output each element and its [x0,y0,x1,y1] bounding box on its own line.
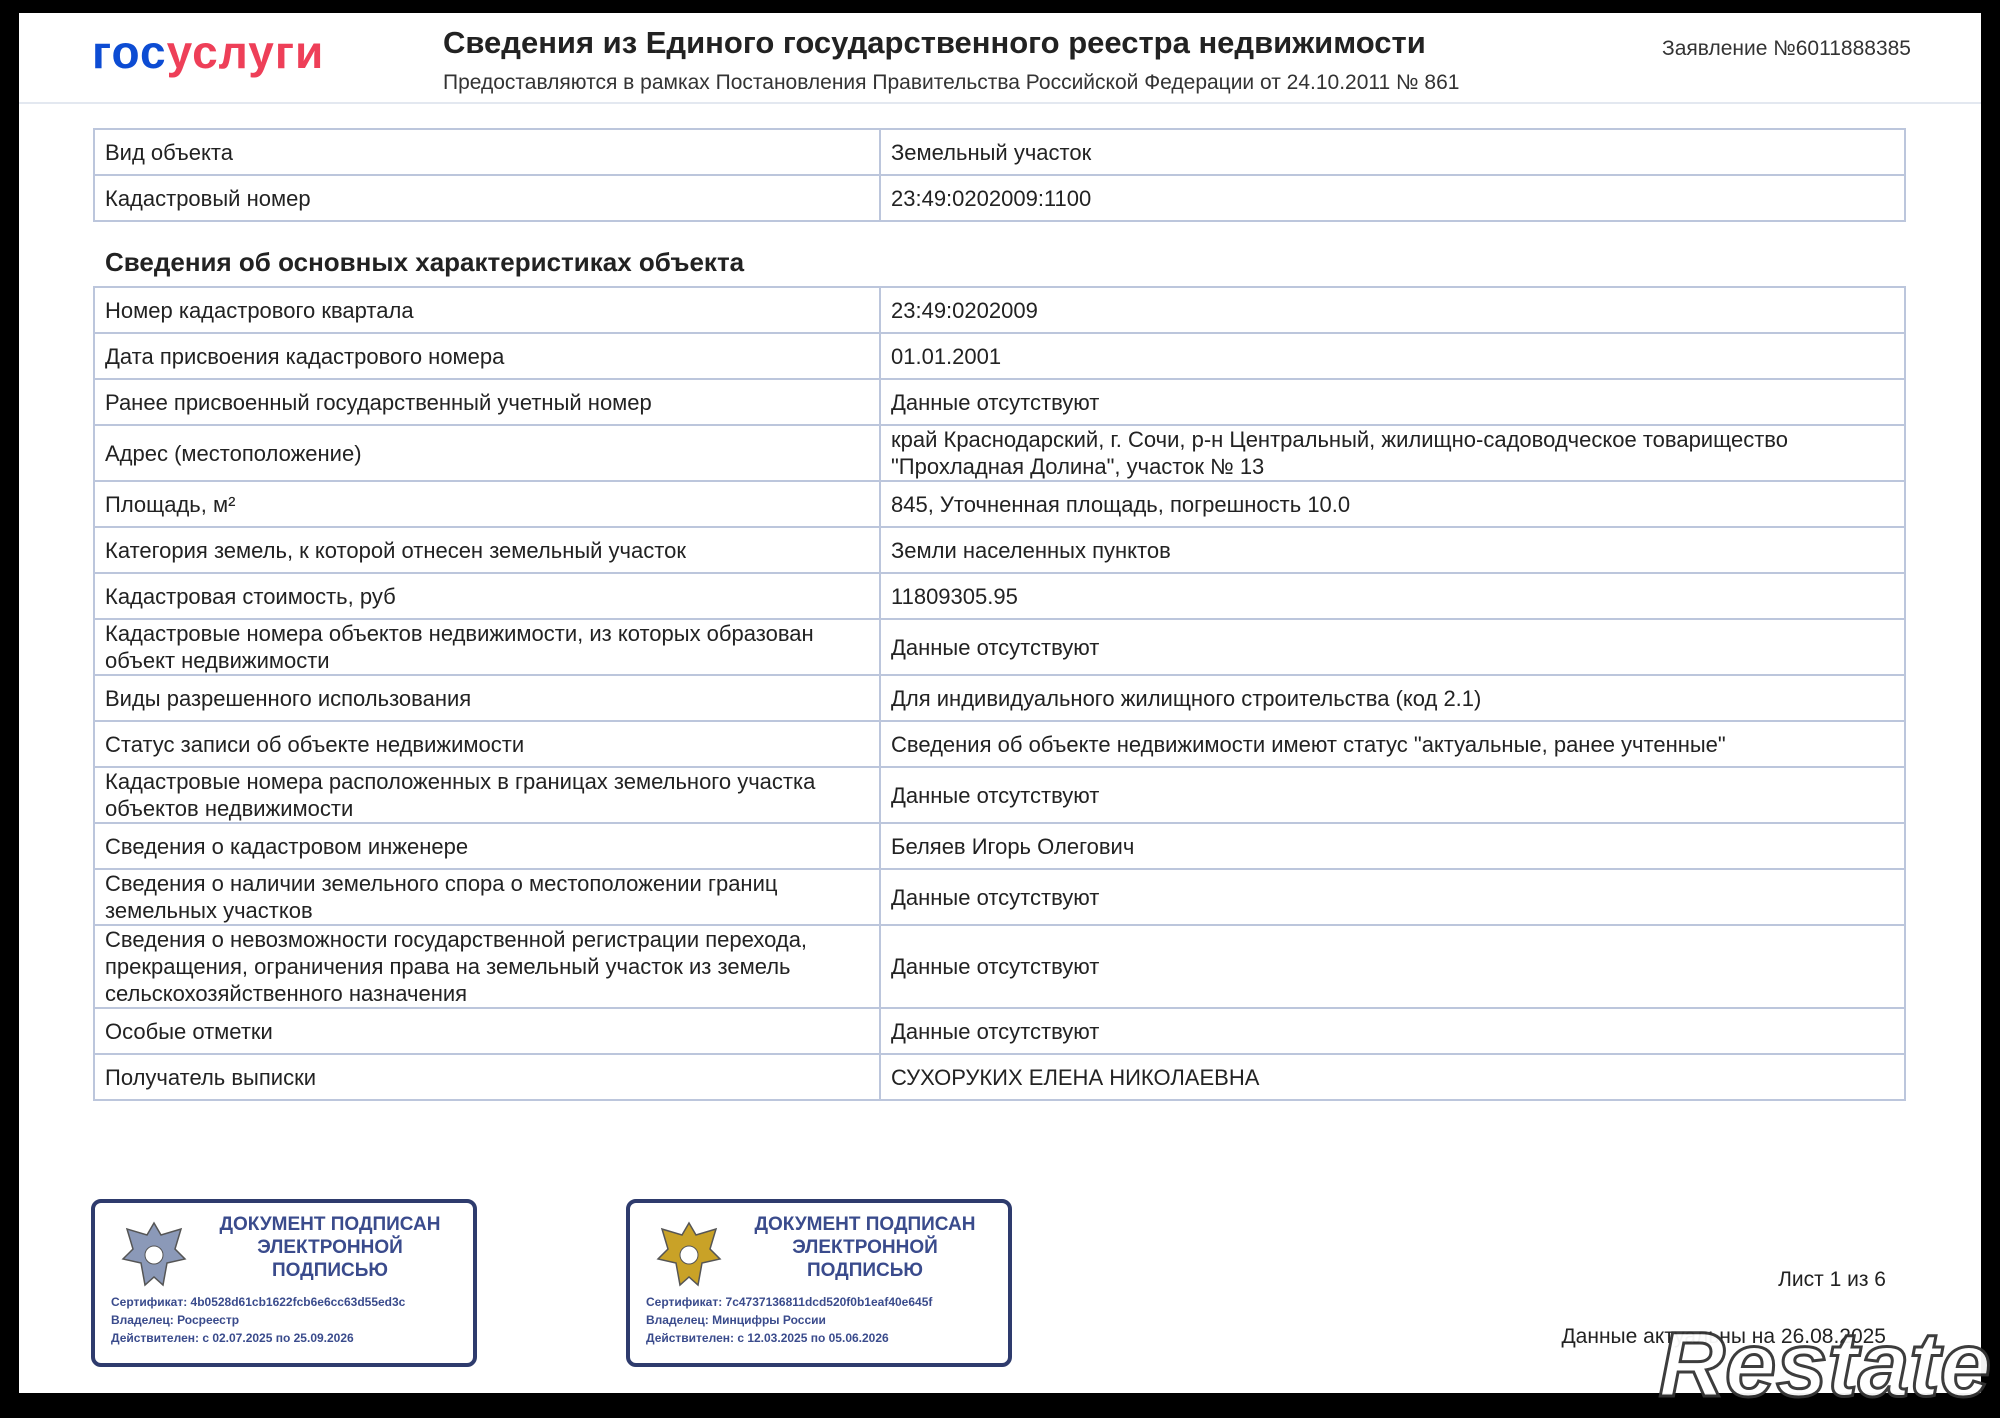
divider [19,102,1981,104]
row-value: 845, Уточненная площадь, погрешность 10.… [879,480,1906,528]
signature-stamp: ДОКУМЕНТ ПОДПИСАН ЭЛЕКТРОННОЙ ПОДПИСЬЮ Се… [91,1199,477,1367]
row-label: Сведения о кадастровом инженере [93,822,881,870]
row-label: Сведения о невозможности государственной… [93,924,881,1009]
row-label: Вид объекта [93,128,881,176]
row-value: Для индивидуального жилищного строительс… [879,674,1906,722]
table-row: Сведения о наличии земельного спора о ме… [93,868,1906,926]
table-row: Сведения о кадастровом инженере Беляев Иг… [93,822,1906,870]
stamp-valid: Действителен: с 12.03.2025 по 05.06.2026 [646,1331,889,1345]
row-value: 23:49:0202009:1100 [879,174,1906,222]
table-row: Кадастровый номер 23:49:0202009:1100 [93,174,1906,222]
table-row: Площадь, м² 845, Уточненная площадь, погр… [93,480,1906,528]
logo-part: гос [92,26,167,78]
row-value: Земли населенных пунктов [879,526,1906,574]
stamp-title: ДОКУМЕНТ ПОДПИСАН ЭЛЕКТРОННОЙ ПОДПИСЬЮ [754,1214,976,1281]
row-label: Кадастровый номер [93,174,881,222]
section-title: Сведения об основных характеристиках объ… [105,247,745,277]
row-value: 11809305.95 [879,572,1906,620]
row-label: Кадастровые номера объектов недвижимости… [93,618,881,676]
table-row: Категория земель, к которой отнесен земе… [93,526,1906,574]
row-label: Получатель выписки [93,1053,881,1101]
stamp-owner: Владелец: Минцифры России [646,1313,826,1327]
title: Сведения из Единого государственного рее… [443,25,1426,60]
row-label: Сведения о наличии земельного спора о ме… [93,868,881,926]
row-label: Кадастровые номера расположенных в грани… [93,766,881,824]
row-label: Кадастровая стоимость, руб [93,572,881,620]
row-label: Адрес (местоположение) [93,424,881,482]
table-row: Кадастровые номера объектов недвижимости… [93,618,1906,676]
row-value: 23:49:0202009 [879,286,1906,334]
row-value: Данные отсутствуют [879,618,1906,676]
row-value: Данные отсутствуют [879,766,1906,824]
row-label: Ранее присвоенный государственный учетны… [93,378,881,426]
row-value: Земельный участок [879,128,1906,176]
row-label: Особые отметки [93,1007,881,1055]
table-row: Особые отметки Данные отсутствуют [93,1007,1906,1055]
sheet-number: Лист 1 из 6 [1778,1268,1886,1291]
logo-part: услуги [166,26,325,78]
emblem [121,1221,187,1287]
table-row: Адрес (местоположение) край Краснодарский… [93,424,1906,482]
stamp-certificate: Сертификат: 4b0528d61cb1622fcb6e6cc63d55… [111,1295,406,1309]
row-label: Статус записи об объекте недвижимости [93,720,881,768]
table-row: Сведения о невозможности государственной… [93,924,1906,1009]
application-number: Заявление №6011888385 [1662,37,1911,60]
emblem [656,1221,722,1287]
row-value: Данные отсутствуют [879,924,1906,1009]
subtitle: Предоставляются в рамках Постановления П… [443,71,1460,94]
stamp-owner: Владелец: Росреестр [111,1313,240,1327]
table-row: Получатель выписки СУХОРУКИХ ЕЛЕНА НИКОЛА… [93,1053,1906,1101]
actual-date: Данные актуальны на 26.08.2025 [1561,1325,1886,1348]
table-row: Дата присвоения кадастрового номера 01.01… [93,332,1906,380]
row-value: 01.01.2001 [879,332,1906,380]
signature-stamp: ДОКУМЕНТ ПОДПИСАН ЭЛЕКТРОННОЙ ПОДПИСЬЮ Се… [626,1199,1012,1367]
table-row: Виды разрешенного использования Для индив… [93,674,1906,722]
stamp-certificate: Сертификат: 7c4737136811dcd520f0b1eaf40e… [646,1295,933,1309]
row-label: Виды разрешенного использования [93,674,881,722]
row-value: Данные отсутствуют [879,378,1906,426]
row-label: Номер кадастрового квартала [93,286,881,334]
table-row: Номер кадастрового квартала 23:49:0202009 [93,286,1906,334]
row-value: СУХОРУКИХ ЕЛЕНА НИКОЛАЕВНА [879,1053,1906,1101]
table-row: Кадастровые номера расположенных в грани… [93,766,1906,824]
object-table: Вид объекта Земельный участок Кадастровый … [93,128,1906,222]
stamp-title: ДОКУМЕНТ ПОДПИСАН ЭЛЕКТРОННОЙ ПОДПИСЬЮ [219,1214,441,1281]
table-row: Ранее присвоенный государственный учетны… [93,378,1906,426]
table-row: Вид объекта Земельный участок [93,128,1906,176]
characteristics-table: Номер кадастрового квартала 23:49:0202009… [93,286,1906,1101]
row-value: Беляев Игорь Олегович [879,822,1906,870]
table-row: Статус записи об объекте недвижимости Све… [93,720,1906,768]
row-value: Данные отсутствуют [879,868,1906,926]
row-label: Дата присвоения кадастрового номера [93,332,881,380]
row-label: Площадь, м² [93,480,881,528]
stamp-valid: Действителен: с 02.07.2025 по 25.09.2026 [111,1331,354,1345]
table-row: Кадастровая стоимость, руб 11809305.95 [93,572,1906,620]
row-value: Данные отсутствуют [879,1007,1906,1055]
logo: госуслуги [92,25,324,79]
watermark: Restate [1657,1313,1992,1418]
row-value: Сведения об объекте недвижимости имеют с… [879,720,1906,768]
row-label: Категория земель, к которой отнесен земе… [93,526,881,574]
document: госуслуги Сведения из Единого государств… [19,13,1993,1418]
row-value: край Краснодарский, г. Сочи, р-н Централ… [879,424,1906,482]
